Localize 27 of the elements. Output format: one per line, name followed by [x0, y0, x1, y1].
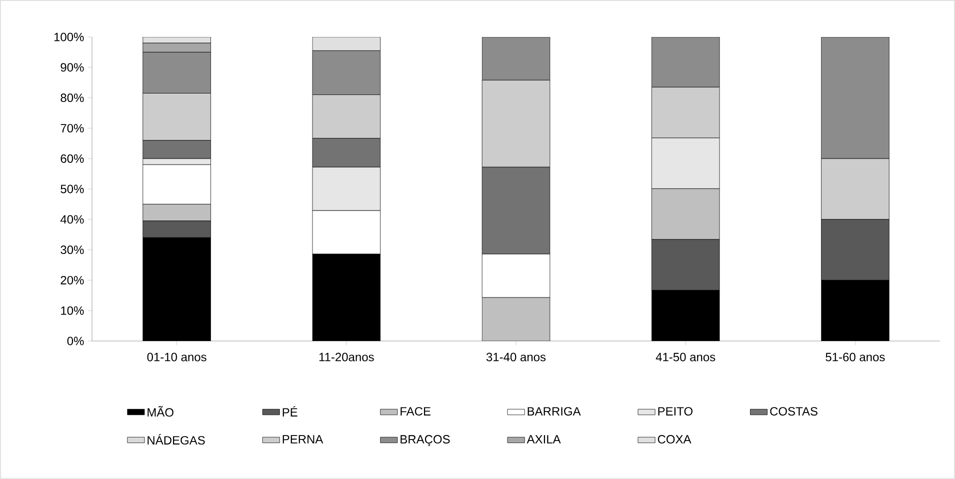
- y-tick-label: 70%: [60, 124, 84, 132]
- legend-label: FACE: [400, 407, 430, 416]
- y-tick-label: 100%: [54, 32, 84, 42]
- legend-label: PÉ: [282, 406, 298, 416]
- legend-label: AXILA: [526, 435, 561, 444]
- legend-label: PEITO: [658, 407, 692, 416]
- x-tick-label: 11-20anos: [319, 352, 374, 362]
- legend-label: NÁDEGAS: [148, 434, 205, 445]
- y-tick-label: 10%: [61, 306, 84, 315]
- y-tick-label: 40%: [60, 215, 84, 224]
- legend-label: BRAÇOS: [400, 435, 450, 446]
- legend-label: COXA: [658, 435, 692, 444]
- y-tick-label: 90%: [60, 63, 84, 72]
- y-tick-label: 60%: [60, 154, 84, 163]
- y-tick-label: 30%: [60, 246, 84, 254]
- x-tick-label: 31-40 anos: [486, 352, 546, 362]
- x-tick-label: 01-10 anos: [147, 352, 206, 362]
- y-tick-label: 50%: [60, 184, 84, 194]
- legend-label: PERNA: [282, 435, 324, 444]
- x-tick-label: 41-50 anos: [656, 352, 716, 362]
- legend-label: MÃO: [148, 406, 174, 417]
- y-tick-label: 0%: [67, 336, 84, 346]
- x-tick-label: 51-60 anos: [826, 352, 885, 362]
- y-tick-label: 80%: [60, 94, 84, 102]
- y-tick-label: 20%: [60, 276, 84, 284]
- legend-label: BARRIGA: [528, 407, 581, 416]
- legend-label: COSTAS: [770, 407, 818, 416]
